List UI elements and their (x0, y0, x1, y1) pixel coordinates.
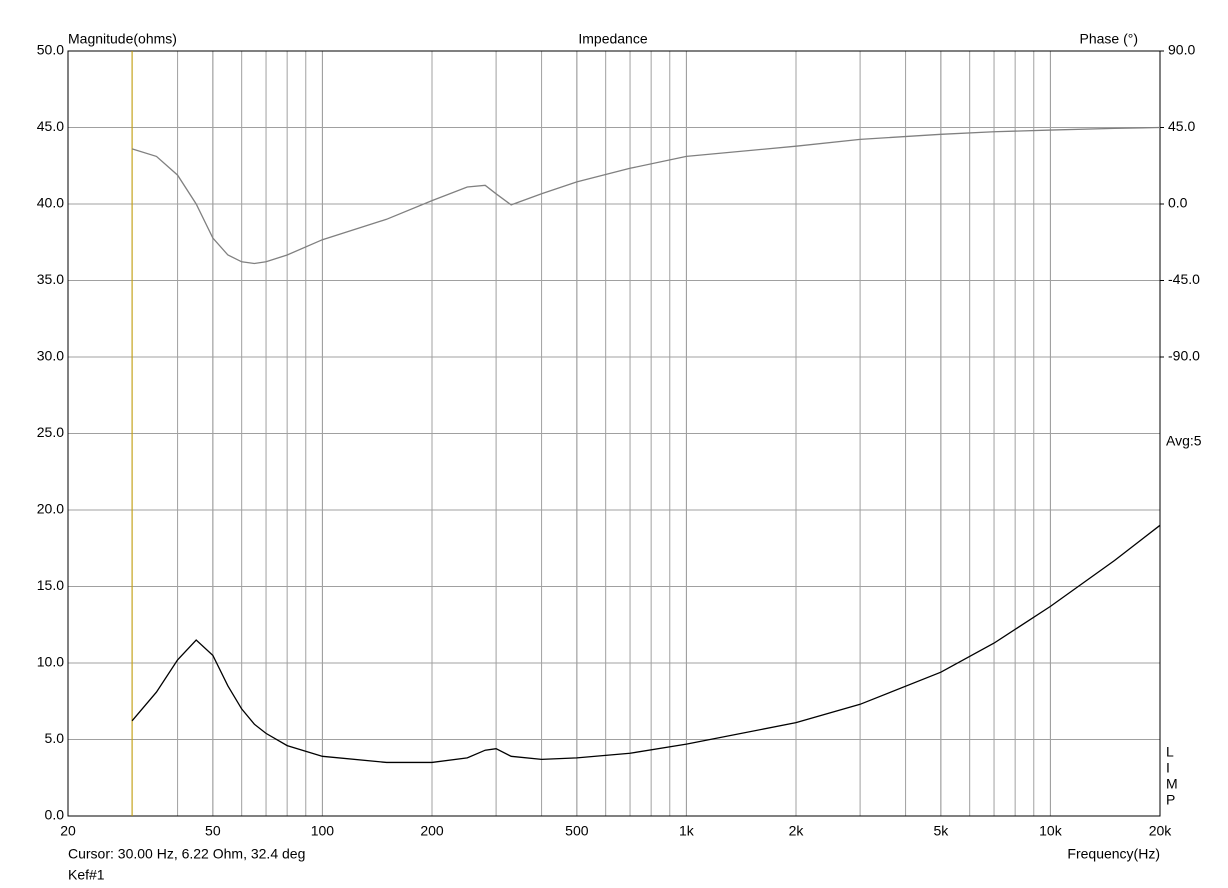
chart-title: Impedance (578, 31, 647, 47)
annotation: L (1166, 744, 1174, 760)
y-tick-label: 35.0 (37, 271, 64, 287)
x-tick-label: 1k (679, 823, 695, 839)
y-tick-label: 10.0 (37, 654, 64, 670)
x-tick-label: 20 (60, 823, 76, 839)
plot-frame (67, 50, 1161, 817)
x-tick-label: 5k (933, 823, 949, 839)
y-tick-label: 5.0 (45, 730, 65, 746)
x-tick-label: 200 (420, 823, 444, 839)
y-tick-label: 20.0 (37, 501, 64, 517)
y-tick-label: 45.0 (37, 118, 64, 134)
annotation: Avg:5 (1166, 433, 1202, 449)
x-tick-label: 20k (1149, 823, 1173, 839)
x-tick-label: 100 (311, 823, 335, 839)
y-tick-label: 50.0 (37, 42, 64, 58)
annotation: I (1166, 760, 1170, 776)
y-tick-label: 15.0 (37, 577, 64, 593)
y2-tick-label: 0.0 (1168, 195, 1188, 211)
y2-tick-label: 90.0 (1168, 42, 1195, 58)
y-tick-label: 40.0 (37, 195, 64, 211)
x-tick-label: 10k (1039, 823, 1063, 839)
cursor-readout: Cursor: 30.00 Hz, 6.22 Ohm, 32.4 deg (68, 846, 305, 862)
y2-axis-label: Phase (°) (1079, 31, 1138, 47)
x-tick-label: 2k (789, 823, 805, 839)
annotation: M (1166, 776, 1178, 792)
y2-tick-label: 45.0 (1168, 118, 1195, 134)
magnitude-line (131, 524, 1161, 764)
y-tick-label: 0.0 (45, 807, 65, 823)
file-label: Kef#1 (68, 867, 105, 883)
y-tick-label: 25.0 (37, 424, 64, 440)
x-tick-label: 50 (205, 823, 221, 839)
y-axis-label: Magnitude(ohms) (68, 31, 177, 47)
phase-line (131, 126, 1161, 265)
y2-tick-label: -45.0 (1168, 271, 1200, 287)
y2-tick-label: -90.0 (1168, 348, 1200, 364)
annotation: P (1166, 792, 1175, 808)
x-axis-label: Frequency(Hz) (1067, 846, 1160, 862)
y-tick-label: 30.0 (37, 348, 64, 364)
x-tick-label: 500 (565, 823, 589, 839)
